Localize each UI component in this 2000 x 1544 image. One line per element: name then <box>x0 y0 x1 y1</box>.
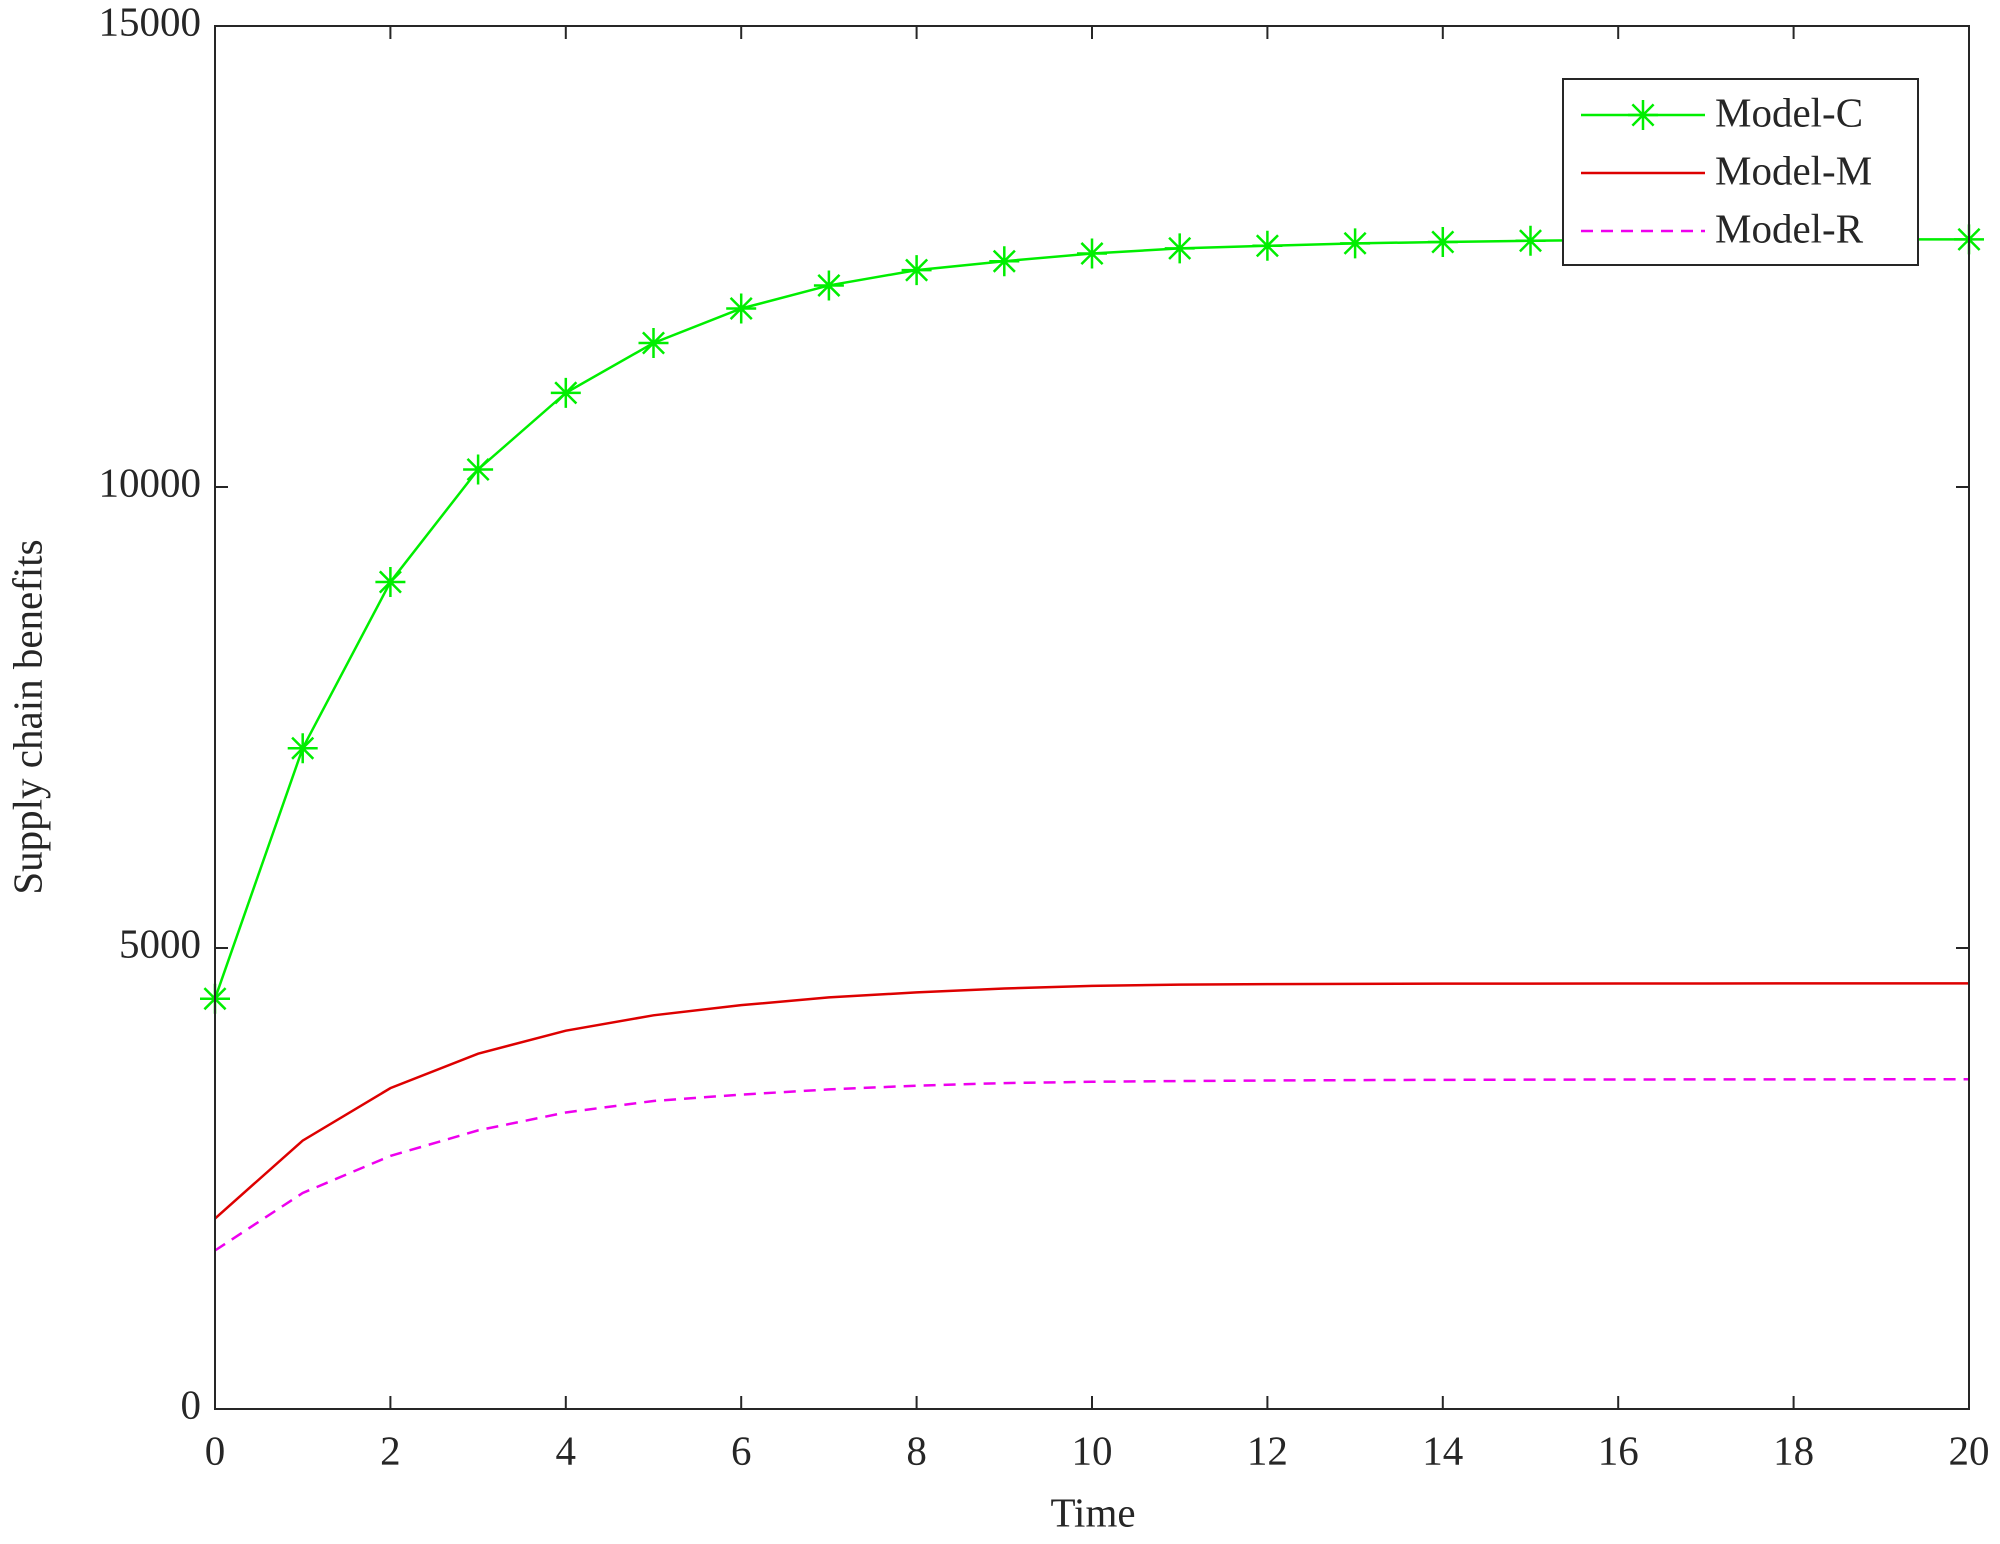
x-tick-label: 10 <box>1072 1427 1113 1473</box>
marker <box>1515 225 1546 256</box>
marker <box>375 566 406 597</box>
legend-marker <box>1628 100 1658 130</box>
x-tick-label: 20 <box>1949 1427 1990 1473</box>
marker <box>1077 238 1107 269</box>
x-tick-label: 14 <box>1422 1427 1463 1473</box>
x-tick-label: 18 <box>1773 1427 1814 1473</box>
x-tick-label: 12 <box>1247 1427 1288 1473</box>
marker <box>638 327 669 358</box>
line <box>214 982 1969 1220</box>
x-axis-label: Time <box>1050 1489 1135 1535</box>
marker <box>726 293 757 324</box>
marker <box>1252 230 1283 261</box>
x-tick-label: 4 <box>556 1427 577 1473</box>
marker <box>550 377 581 408</box>
plot-frame <box>214 25 1970 1410</box>
marker <box>901 255 932 286</box>
legend-label: Model-M <box>1715 147 1872 193</box>
y-tick-label: 15000 <box>99 0 202 44</box>
x-tick-label: 8 <box>906 1427 927 1473</box>
y-axis-label: Supply chain benefits <box>4 539 50 894</box>
x-tick-label: 16 <box>1598 1427 1639 1473</box>
y-tick-label: 10000 <box>99 459 202 505</box>
legend-label: Model-R <box>1715 205 1864 251</box>
marker <box>1340 228 1371 259</box>
y-tick-label: 0 <box>181 1381 202 1427</box>
marker <box>989 246 1020 277</box>
x-tick-label: 0 <box>205 1427 226 1473</box>
marker <box>1164 233 1195 264</box>
legend-label: Model-C <box>1715 89 1863 135</box>
marker <box>463 454 494 485</box>
marker <box>287 733 318 764</box>
x-tick-label: 2 <box>380 1427 401 1473</box>
x-tick-label: 6 <box>731 1427 752 1473</box>
marker <box>1427 227 1458 258</box>
y-tick-label: 5000 <box>119 920 201 966</box>
line <box>214 1078 1969 1252</box>
marker <box>813 270 844 301</box>
